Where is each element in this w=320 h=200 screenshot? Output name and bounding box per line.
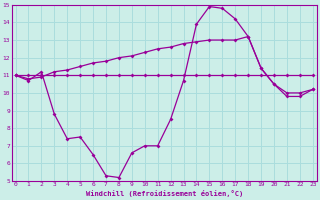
X-axis label: Windchill (Refroidissement éolien,°C): Windchill (Refroidissement éolien,°C) <box>85 190 243 197</box>
